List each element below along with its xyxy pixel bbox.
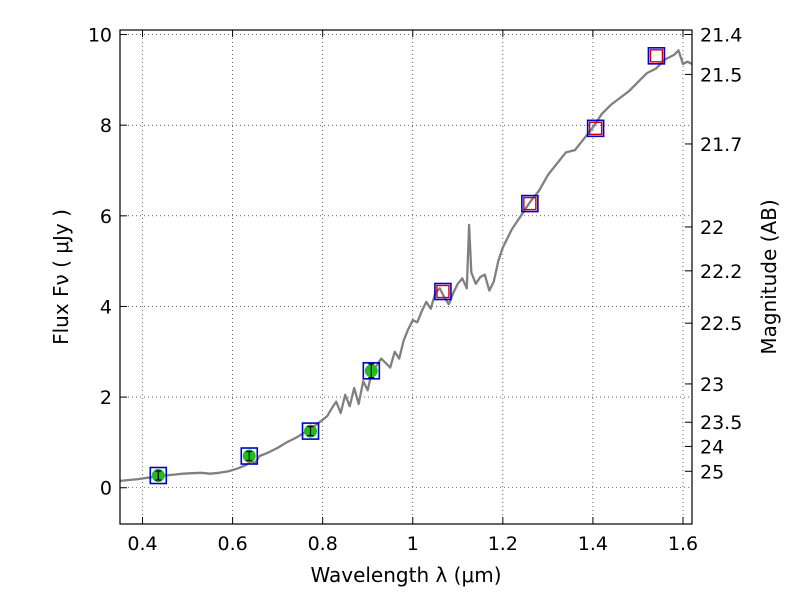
y-tick-label: 10 [88,25,112,47]
blue-square-marker [521,194,539,213]
mag-tick-label: 21.5 [700,64,742,86]
y-tick-label: 6 [100,206,112,228]
mag-tick-label: 21.4 [700,25,742,47]
x-tick-label: 1.4 [578,533,608,555]
y-tick-label: 4 [100,296,112,318]
red-square-marker [588,121,603,136]
x-tick-label: 0.6 [217,533,247,555]
red-square-marker [436,284,450,299]
mag-tick-label: 21.7 [700,134,742,156]
blue-square-marker [647,47,666,65]
red-square-marker [649,49,664,63]
spectrum-series [119,49,693,483]
x-tick-label: 0.8 [308,533,338,555]
magnitude-axis-label: Magnitude (AB) [757,199,781,354]
spectrum-line [119,49,693,483]
x-axis-label: Wavelength λ (μm) [310,563,501,587]
y-tick-label: 8 [100,115,112,137]
mag-tick-label: 22 [700,217,724,239]
y-tick-label: 2 [100,387,112,409]
blue-square-marker [586,119,605,138]
mag-tick-label: 24 [700,436,724,458]
x-tick-label: 0.4 [127,533,157,555]
x-tick-label: 1.6 [668,533,698,555]
mag-tick-label: 22.2 [700,261,742,283]
red-square-marker [523,196,537,211]
mag-tick-label: 23.5 [700,412,742,434]
y-tick-label: 0 [100,478,112,500]
photometry-markers [149,47,666,485]
grid-lines [120,30,692,524]
blue-square-marker [149,466,168,485]
blue-square-marker [240,447,259,465]
blue-square-marker [362,362,381,380]
plot-frame [119,29,693,525]
mag-tick-label: 25 [700,461,724,483]
x-tick-label: 1.2 [488,533,518,555]
mag-tick-label: 23 [700,374,724,396]
y-axis-label: Flux Fν ( μJy ) [49,209,73,345]
blue-square-marker [301,422,320,440]
mag-tick-label: 22.5 [700,313,742,335]
blue-square-marker [434,282,452,301]
x-tick-label: 1 [407,533,419,555]
